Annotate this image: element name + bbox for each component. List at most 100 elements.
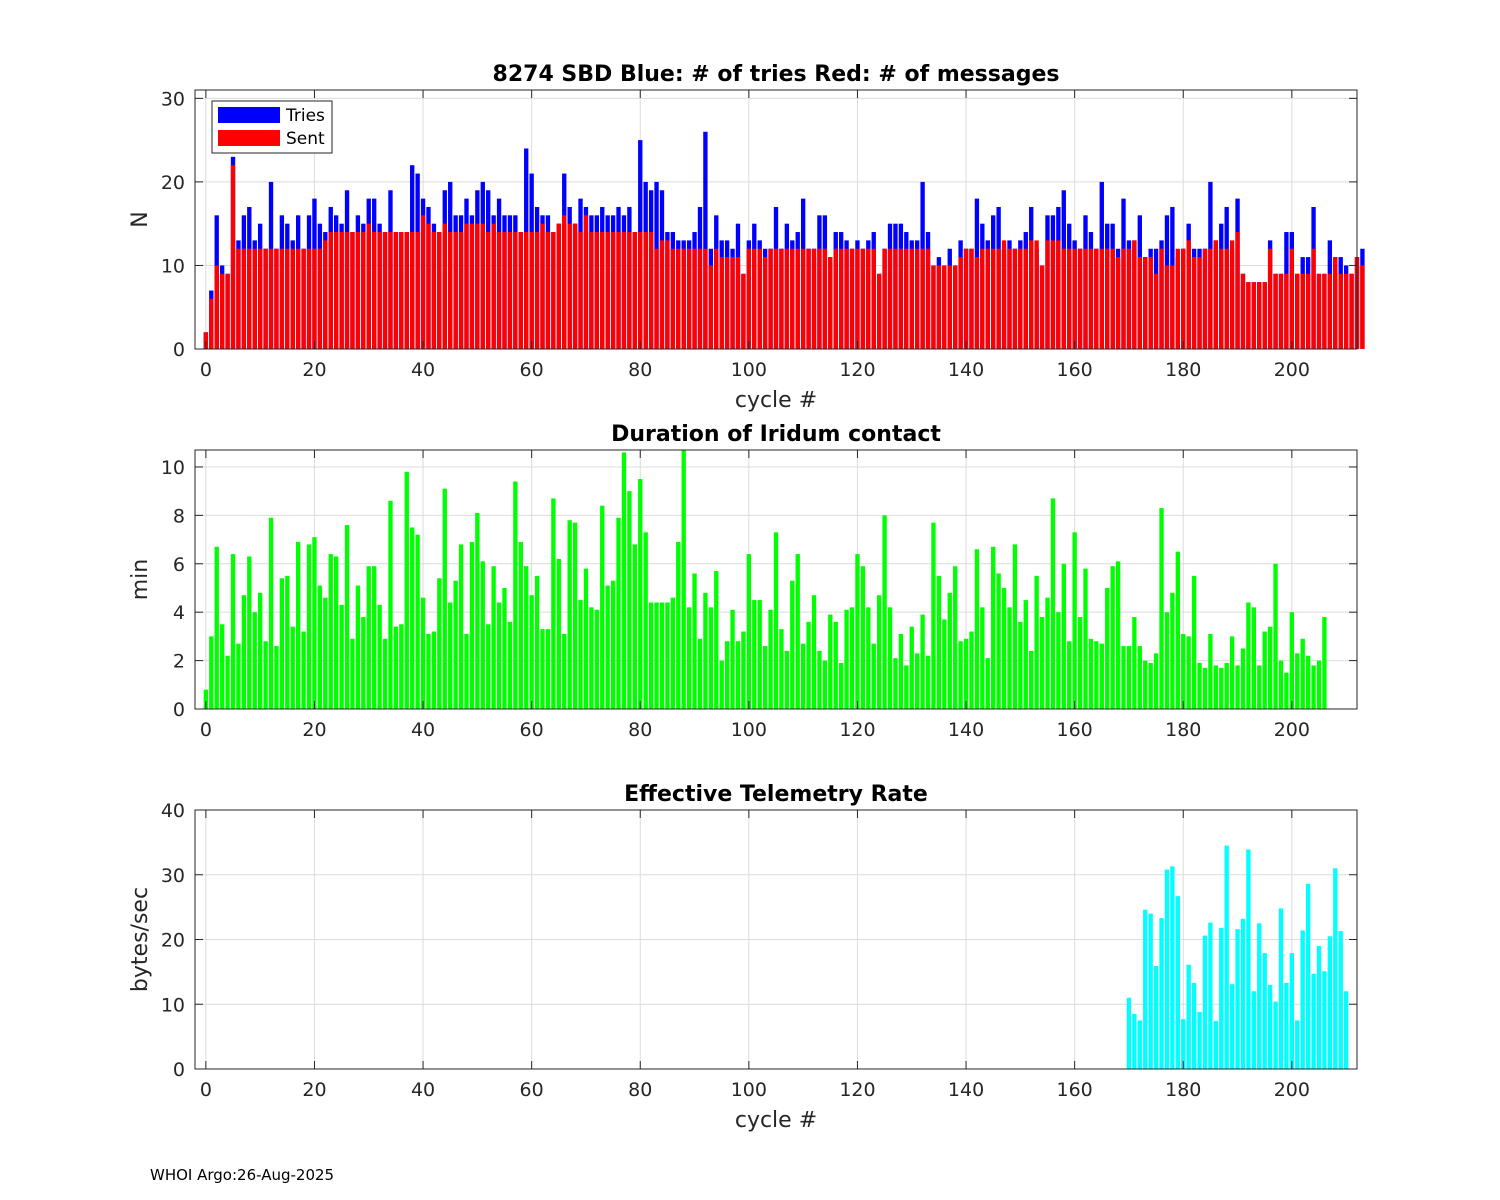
bar-sent xyxy=(323,240,328,349)
bar-rate xyxy=(1148,913,1153,1069)
bar-sent xyxy=(1267,248,1273,349)
bar-sent xyxy=(1240,273,1246,349)
bar-sent xyxy=(1034,240,1039,349)
bar-duration xyxy=(676,541,681,709)
bar-rate xyxy=(1311,973,1316,1069)
bar-sent xyxy=(648,232,654,349)
bar-duration xyxy=(686,607,692,709)
bar-duration xyxy=(1061,563,1066,709)
bar-duration xyxy=(855,554,860,709)
chart-panel-3: 0 20 40 60 80 100 120 140 160 180 200 0 10 20 30 40 Effe… xyxy=(128,782,1358,1133)
bar-duration xyxy=(469,541,475,709)
bar-rate xyxy=(1267,984,1273,1069)
bar-tries xyxy=(703,131,708,349)
bar-sent xyxy=(1056,240,1061,349)
bar-rate xyxy=(1137,1020,1142,1069)
x-tick-label: 120 xyxy=(839,1079,875,1101)
bar-duration xyxy=(1094,641,1099,709)
bar-sent xyxy=(1088,248,1094,349)
bar-sent xyxy=(871,248,876,349)
bar-duration xyxy=(1267,626,1273,709)
x-tick-label: 120 xyxy=(839,719,875,741)
bar-duration xyxy=(1289,612,1295,709)
bar-sent xyxy=(518,232,523,349)
bar-duration xyxy=(947,592,952,709)
bar-sent xyxy=(1083,248,1088,349)
bar-rate xyxy=(1333,868,1338,1069)
bar-sent xyxy=(790,248,795,349)
x-axis-label: cycle # xyxy=(735,388,817,413)
bar-duration xyxy=(1262,631,1267,709)
bar-sent xyxy=(382,232,388,349)
bar-rate xyxy=(1208,922,1213,1069)
bar-rate xyxy=(1229,984,1235,1069)
bar-rate xyxy=(1257,923,1262,1069)
bar-duration xyxy=(779,629,784,709)
bar-sent xyxy=(410,232,415,349)
bar-duration xyxy=(980,607,985,709)
bar-sent xyxy=(420,215,426,349)
x-tick-label: 200 xyxy=(1274,1079,1310,1101)
bar-duration xyxy=(518,541,523,709)
y-tick-label: 0 xyxy=(173,699,185,721)
legend-label-sent: Sent xyxy=(286,129,325,149)
bar-duration xyxy=(866,607,871,709)
bar-sent xyxy=(1278,273,1284,349)
bar-duration xyxy=(942,619,947,709)
bar-duration xyxy=(1246,602,1251,709)
bar-rate xyxy=(1289,953,1295,1069)
bar-duration xyxy=(1202,667,1208,709)
bar-duration xyxy=(1191,575,1197,709)
bar-duration xyxy=(399,624,404,709)
bar-sent xyxy=(1126,248,1132,349)
bar-duration xyxy=(795,554,800,709)
bar-sent xyxy=(453,232,458,349)
bar-sent xyxy=(947,265,952,349)
x-tick-label: 120 xyxy=(839,359,875,381)
bar-duration xyxy=(567,520,572,709)
bar-duration xyxy=(1251,607,1257,709)
bar-sent xyxy=(290,248,295,349)
bar-duration xyxy=(475,512,480,709)
bar-sent xyxy=(779,248,784,349)
bar-sent xyxy=(1181,248,1186,349)
bar-sent xyxy=(724,257,730,349)
bar-sent xyxy=(583,215,589,349)
bar-sent xyxy=(540,223,545,349)
bar-rate xyxy=(1284,982,1289,1069)
bar-sent xyxy=(562,215,567,349)
bar-sent xyxy=(496,232,502,349)
bar-duration xyxy=(236,643,241,709)
bar-sent xyxy=(1262,282,1267,349)
bar-duration xyxy=(1110,566,1115,709)
bar-sent xyxy=(697,248,703,349)
bar-duration xyxy=(654,602,659,709)
bar-sent xyxy=(833,248,838,349)
bar-duration xyxy=(230,554,236,709)
bar-sent xyxy=(1322,273,1327,349)
bar-sent xyxy=(1164,265,1170,349)
bar-duration xyxy=(507,621,513,709)
bar-sent xyxy=(1159,248,1164,349)
bar-sent xyxy=(247,248,252,349)
bar-sent xyxy=(1067,248,1072,349)
bar-sent xyxy=(741,273,746,349)
bar-sent xyxy=(909,248,914,349)
bar-duration xyxy=(610,580,616,709)
bar-rate xyxy=(1278,908,1284,1069)
bar-sent xyxy=(1099,248,1104,349)
bar-rate xyxy=(1191,982,1197,1069)
bar-duration xyxy=(410,527,415,709)
bar-rate xyxy=(1305,883,1311,1069)
bar-duration xyxy=(513,481,518,709)
bar-duration xyxy=(491,566,496,709)
legend: Tries Sent xyxy=(211,100,333,154)
bar-duration xyxy=(1219,667,1224,709)
bar-sent xyxy=(1305,273,1311,349)
bar-sent xyxy=(980,248,985,349)
y-tick-label: 8 xyxy=(173,505,185,527)
bar-sent xyxy=(1110,248,1115,349)
bar-duration xyxy=(1023,600,1028,709)
y-tick-label: 10 xyxy=(161,255,185,277)
chart-title: Duration of Iridum contact xyxy=(611,422,941,447)
